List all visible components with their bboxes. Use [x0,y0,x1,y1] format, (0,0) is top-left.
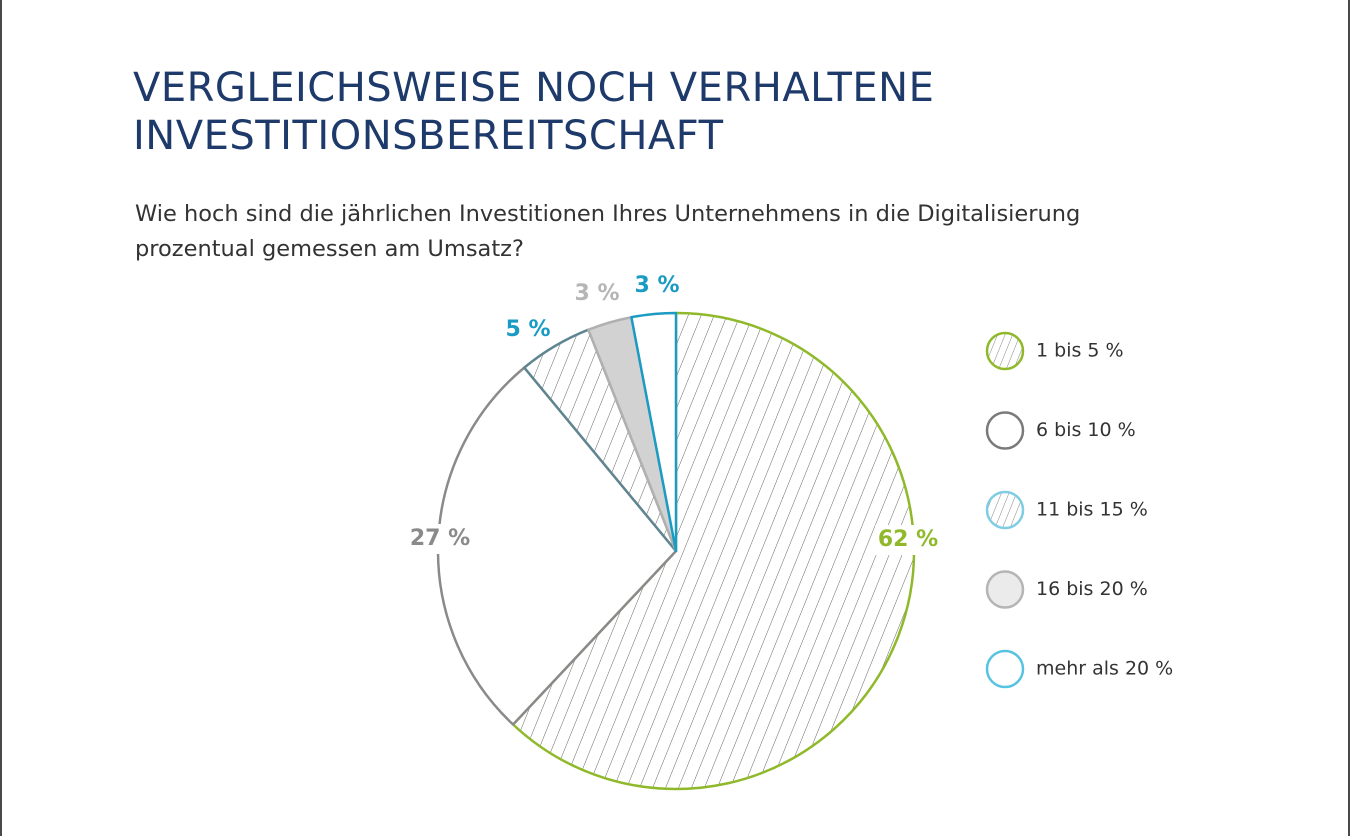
slice-value-label-6-bis-10: 27 % [410,526,470,551]
chart-question-line1: Wie hoch sind die jährlichen Investition… [135,201,1081,227]
legend-swatch-16-bis-20 [985,570,1025,609]
pie-slices [436,311,916,791]
pie-slice-1-bis-5 [511,311,916,791]
pie-value-labels: 62 % 27 % 5 % 3 % 3 % [407,273,941,555]
slice-value-label-1-bis-5: 62 % [878,527,938,552]
slice-value-label-11-bis-15: 5 % [505,317,550,342]
legend-swatch-11-bis-15 [985,490,1025,530]
legend-label-16-bis-20: 16 bis 20 % [1036,578,1148,600]
chart-title-line2: INVESTITIONSBEREITSCHAFT [133,113,724,159]
legend-label-6-bis-10: 6 bis 10 % [1036,419,1136,441]
slice-value-label-mehr-als-20: 3 % [634,273,679,298]
legend-swatch-1-bis-5 [985,331,1025,371]
legend-label-1-bis-5: 1 bis 5 % [1036,340,1124,362]
legend: 1 bis 5 % 6 bis 10 % 11 bis 15 % 16 bis 20 … [985,331,1173,689]
legend-swatch-mehr-als-20 [985,649,1025,689]
legend-label-mehr-als-20: mehr als 20 % [1036,658,1173,680]
chart-title-line1: VERGLEICHSWEISE NOCH VERHALTENE [133,65,935,111]
legend-swatch-6-bis-10 [985,411,1025,450]
slice-value-label-16-bis-20: 3 % [574,281,619,306]
slice-label-background [407,524,473,554]
chart-question-line2: prozentual gemessen am Umsatz? [135,236,524,262]
pie-slice-mehr-als-20 [630,311,678,553]
chart-question: Wie hoch sind die jährlichen Investition… [135,197,1135,267]
legend-label-11-bis-15: 11 bis 15 % [1036,499,1148,521]
chart-title: VERGLEICHSWEISE NOCH VERHALTENE INVESTIT… [133,64,1033,160]
slice-label-background [875,525,941,555]
